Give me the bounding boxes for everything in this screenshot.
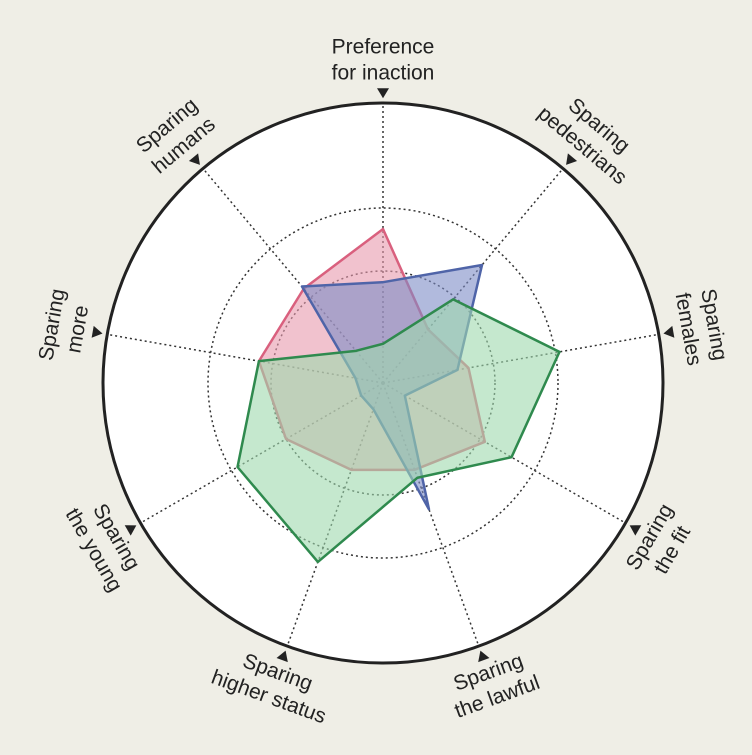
axis-arrow [566, 153, 578, 165]
series-area [236, 298, 561, 564]
axis-arrow [629, 525, 642, 536]
axis-arrow [663, 325, 675, 338]
axis-label-line: Preference [332, 36, 435, 59]
axis-arrow [91, 325, 103, 338]
axis-arrow [188, 153, 200, 165]
grid-ring [207, 207, 559, 559]
axis-arrow [478, 650, 490, 663]
axis-arrow [276, 650, 288, 663]
axis-label: Preference for inaction [332, 36, 435, 85]
axis-arrow [124, 525, 137, 536]
axis-label-line: for inaction [332, 62, 435, 85]
axis-arrow [377, 88, 389, 99]
